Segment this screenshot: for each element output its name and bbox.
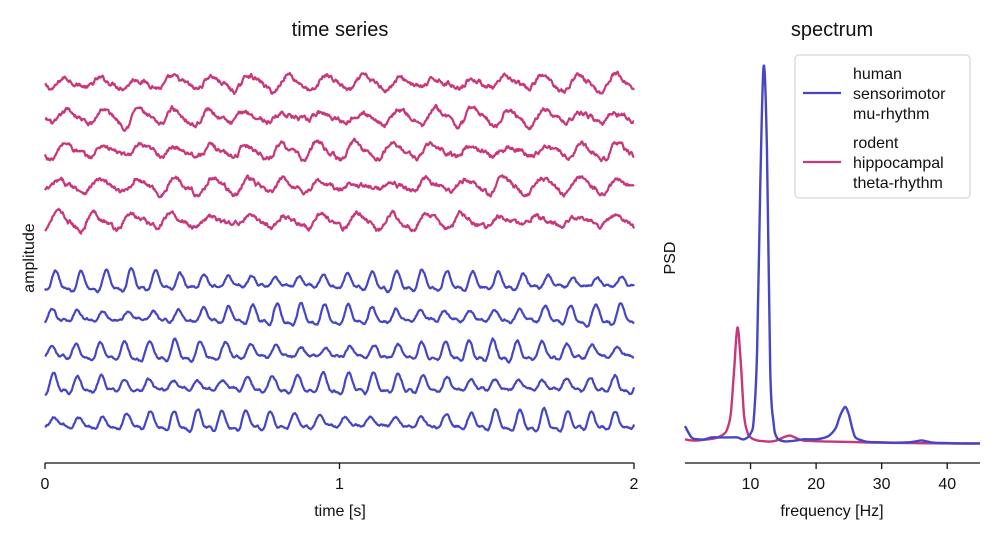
spectrum-x-tick-label: 30 — [873, 476, 891, 493]
mu-trace-5 — [44, 406, 636, 434]
legend-label-mu-line3: mu-rhythm — [853, 106, 929, 123]
spectrum-x-tick-label: 20 — [807, 476, 825, 493]
spectrum-legend: human sensorimotor mu-rhythm rodent hipp… — [794, 54, 971, 199]
time-series-panel: time series 0 1 2 time [s] amplitude — [21, 19, 639, 520]
spectrum-y-label: PSD — [662, 242, 679, 275]
mu-trace-2 — [43, 301, 635, 328]
spectrum-x-tick-label: 40 — [938, 476, 956, 493]
time-series-title: time series — [292, 19, 389, 41]
legend-label-theta-line3: theta-rhythm — [853, 175, 943, 192]
spectrum-line-mu — [683, 64, 981, 445]
theta-trace-1 — [44, 70, 635, 96]
theta-trace-5 — [44, 207, 636, 235]
legend-label-theta-line1: rodent — [853, 135, 899, 152]
legend-label-mu-line1: human — [853, 66, 902, 83]
legend-label-mu-line2: sensorimotor — [853, 86, 946, 103]
time-series-y-label: amplitude — [21, 223, 38, 292]
time-series-x-tick-label: 0 — [41, 476, 50, 493]
mu-trace-1 — [44, 267, 635, 294]
theta-trace-4 — [44, 174, 635, 199]
spectrum-title: spectrum — [791, 19, 873, 41]
spectrum-lines — [683, 64, 981, 445]
time-series-x-ticks: 0 1 2 — [41, 463, 639, 493]
mu-trace-4 — [44, 370, 636, 396]
time-series-traces — [43, 70, 636, 434]
time-series-x-tick-label: 2 — [630, 476, 639, 493]
legend-label-theta-line2: hippocampal — [853, 155, 944, 172]
spectrum-panel: spectrum 10 20 30 40 frequency [Hz] PSD hum… — [662, 19, 981, 520]
theta-trace-3 — [43, 137, 635, 163]
time-series-x-label: time [s] — [314, 503, 366, 520]
spectrum-x-tick-label: 10 — [742, 476, 760, 493]
theta-trace-2 — [44, 104, 635, 132]
spectrum-x-ticks: 10 20 30 40 — [742, 463, 956, 493]
time-series-x-tick-label: 1 — [335, 476, 344, 493]
spectrum-x-label: frequency [Hz] — [780, 503, 883, 520]
mu-trace-3 — [44, 337, 635, 364]
spectrum-line-theta — [684, 326, 981, 445]
